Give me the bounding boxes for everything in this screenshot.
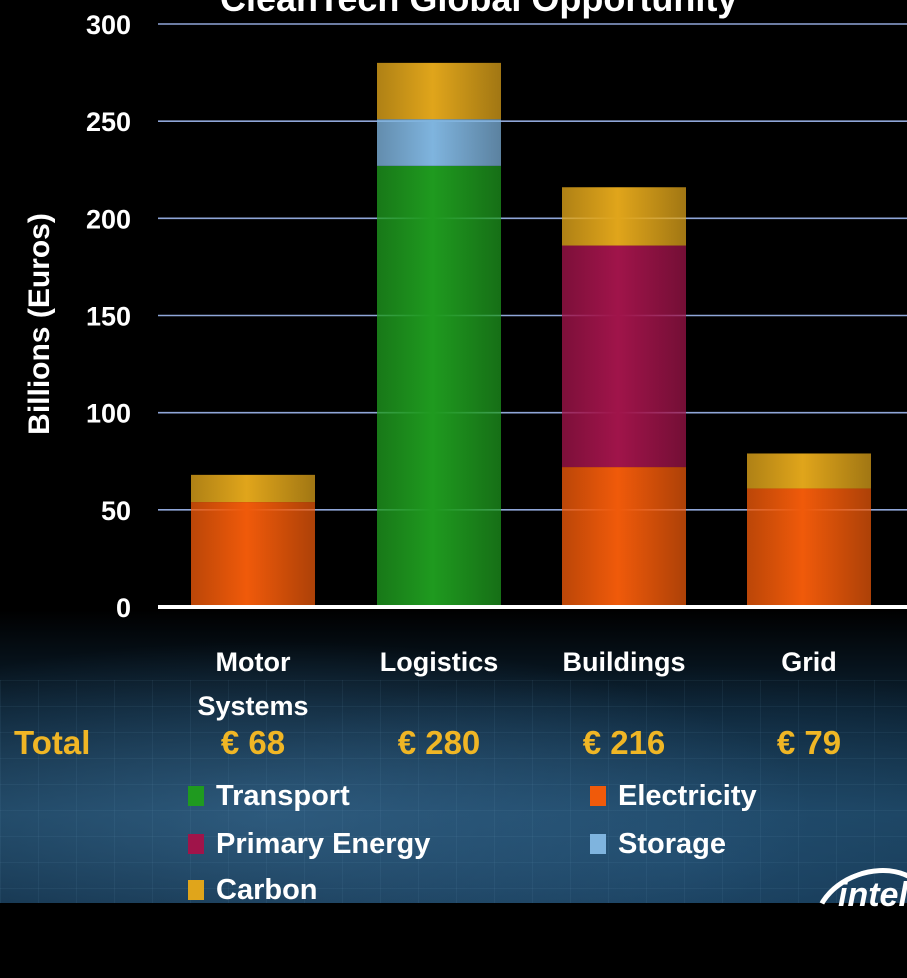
category-label: Buildings [539, 640, 709, 684]
category-label-line: Systems [197, 691, 309, 721]
legend-swatch [590, 834, 606, 854]
total-value: € 216 [582, 724, 666, 761]
legend-label: Primary Energy [216, 827, 431, 860]
background-circuit-image [0, 610, 907, 903]
bar-segment [747, 488, 871, 607]
legend-swatch [188, 786, 204, 806]
category-label: Motor Systems [168, 640, 338, 728]
legend-swatch [590, 786, 606, 806]
legend-item: Carbon [188, 873, 318, 906]
total-value: € 280 [397, 724, 481, 761]
bar-segment [377, 165, 501, 607]
bar-segment [562, 187, 686, 246]
bar-segment [562, 467, 686, 607]
category-label-line: Logistics [379, 647, 499, 677]
background-chip-pattern [0, 680, 907, 903]
bar-segment [562, 245, 686, 468]
y-tick-label: 150 [86, 302, 131, 332]
logo-text: intel [838, 876, 907, 914]
bar-segment [191, 502, 315, 607]
legend-label: Transport [216, 779, 350, 812]
bar-segment [377, 119, 501, 166]
legend-item: Electricity [590, 779, 757, 812]
y-tick-label: 100 [86, 399, 131, 429]
y-tick-label: 200 [86, 204, 131, 234]
category-label-line: Grid [781, 647, 837, 677]
legend-label: Electricity [618, 779, 757, 812]
bar-chart-plot: 0 50 100 150 200 250 300 [86, 10, 907, 623]
bar-segment [747, 453, 871, 489]
legend-item: Transport [188, 779, 350, 812]
category-label-line: Buildings [562, 647, 686, 677]
total-value: € 79 [776, 724, 842, 761]
legend-label: Carbon [216, 873, 318, 906]
y-tick-label: 250 [86, 107, 131, 137]
total-value: € 68 [220, 724, 286, 761]
bar-segment [377, 62, 501, 120]
category-label-line: Motor [215, 647, 291, 677]
y-tick-label: 50 [101, 496, 131, 526]
legend-swatch [188, 880, 204, 900]
legend-item: Storage [590, 827, 726, 860]
legend-item: Primary Energy [188, 827, 431, 860]
y-tick-label: 300 [86, 10, 131, 40]
legend-label: Storage [618, 827, 726, 860]
y-tick-label: 0 [116, 593, 131, 623]
bar-segment [191, 474, 315, 503]
chart-title: CleanTech Global Opportunity [220, 0, 900, 20]
legend-swatch [188, 834, 204, 854]
totals-label: Total [14, 724, 91, 761]
category-label: Logistics [354, 640, 524, 684]
category-label: Grid [724, 640, 894, 684]
